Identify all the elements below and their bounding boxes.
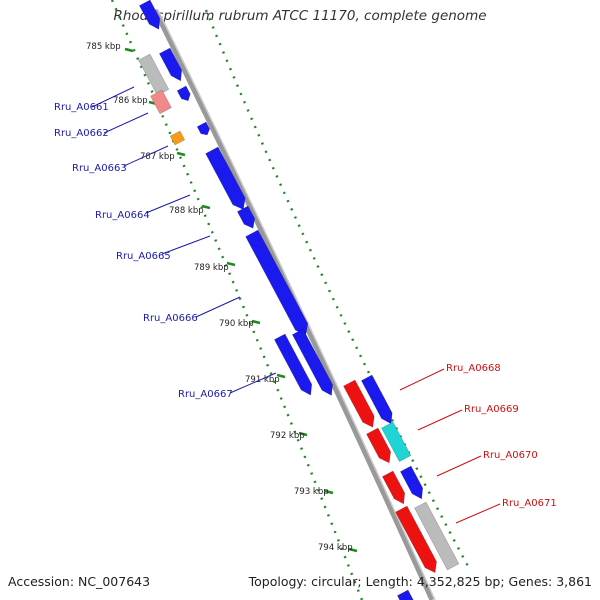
gene-orange-rru-a0663[interactable] xyxy=(169,130,186,146)
gene-forward-rru-a0664[interactable] xyxy=(205,146,250,213)
leader-line xyxy=(145,194,191,214)
kbp-tick xyxy=(324,489,334,495)
gene-label-left[interactable]: Rru_A0667 xyxy=(178,389,233,400)
gene-reverse-rru-a0668[interactable] xyxy=(343,379,379,430)
kbp-label: 789 kbp xyxy=(194,263,229,273)
gene-forward-5[interactable] xyxy=(236,205,258,231)
gene-forward-rru-a0667b[interactable] xyxy=(291,328,336,398)
kbp-tick xyxy=(298,431,308,437)
leader-line xyxy=(91,86,135,108)
leader-line xyxy=(123,145,169,167)
kbp-tick xyxy=(226,261,236,267)
kbp-label: 791 kbp xyxy=(245,375,280,385)
gene-reverse-2[interactable] xyxy=(366,427,395,466)
kbp-label: 788 kbp xyxy=(169,206,204,216)
left-tick-track xyxy=(110,0,364,600)
gene-label-left[interactable]: Rru_A0665 xyxy=(116,251,171,262)
gene-label-left[interactable]: Rru_A0661 xyxy=(54,102,109,113)
leader-line xyxy=(161,235,211,255)
gene-label-right[interactable]: Rru_A0671 xyxy=(502,498,557,509)
kbp-tick xyxy=(201,204,211,210)
kbp-tick xyxy=(124,47,134,53)
leader-line xyxy=(417,409,463,431)
gene-label-left[interactable]: Rru_A0664 xyxy=(95,210,150,221)
kbp-label: 786 kbp xyxy=(113,96,148,106)
leader-line xyxy=(103,112,149,134)
map-title: Rhodospirillum rubrum ATCC 11170, comple… xyxy=(113,8,487,24)
gene-reverse-rru-a0670[interactable] xyxy=(381,470,409,507)
kbp-label: 793 kbp xyxy=(294,487,329,497)
kbp-label: 794 kbp xyxy=(318,543,353,553)
gene-label-left[interactable]: Rru_A0666 xyxy=(143,313,198,324)
gene-grey-rru-a0671[interactable] xyxy=(414,501,460,571)
gene-reverse-rru-a0671[interactable] xyxy=(395,505,441,576)
kbp-ticks xyxy=(124,47,358,553)
kbp-label: 785 kbp xyxy=(86,42,121,52)
gene-label-right[interactable]: Rru_A0669 xyxy=(464,404,519,415)
leader-line xyxy=(195,296,241,318)
gene-top-forward-1[interactable] xyxy=(138,0,164,32)
gene-label-left[interactable]: Rru_A0662 xyxy=(54,128,109,139)
gene-forward-rru-a0669[interactable] xyxy=(360,374,396,427)
leader-line xyxy=(436,455,482,477)
gene-forward-3[interactable] xyxy=(176,85,192,103)
genome-summary: Topology: circular; Length: 4,352,825 bp… xyxy=(248,574,592,589)
kbp-label: 787 kbp xyxy=(140,152,175,162)
gene-pink-rru-a0661[interactable] xyxy=(150,89,172,115)
kbp-label: 790 kbp xyxy=(219,319,254,329)
gene-forward-rru-a0667a[interactable] xyxy=(273,333,316,398)
kbp-tick xyxy=(276,373,286,379)
right-tick-track xyxy=(204,9,472,571)
gene-forward-2[interactable] xyxy=(158,47,186,84)
gene-forward-rru-a0670[interactable] xyxy=(399,465,427,502)
leader-line xyxy=(399,368,445,391)
kbp-label: 792 kbp xyxy=(270,431,305,441)
gene-label-right[interactable]: Rru_A0670 xyxy=(483,450,538,461)
gene-label-right[interactable]: Rru_A0668 xyxy=(446,363,501,374)
gene-bottom-forward[interactable] xyxy=(396,589,415,600)
gene-cyan-rru-a0669[interactable] xyxy=(381,421,412,463)
kbp-tick xyxy=(348,547,358,553)
leader-line xyxy=(229,372,277,394)
gene-label-left[interactable]: Rru_A0663 xyxy=(72,163,127,174)
kbp-tick xyxy=(251,319,261,325)
leader-line xyxy=(455,503,501,524)
kbp-tick xyxy=(176,151,186,157)
gene-forward-4[interactable] xyxy=(196,121,211,137)
accession-text: Accession: NC_007643 xyxy=(8,574,151,589)
